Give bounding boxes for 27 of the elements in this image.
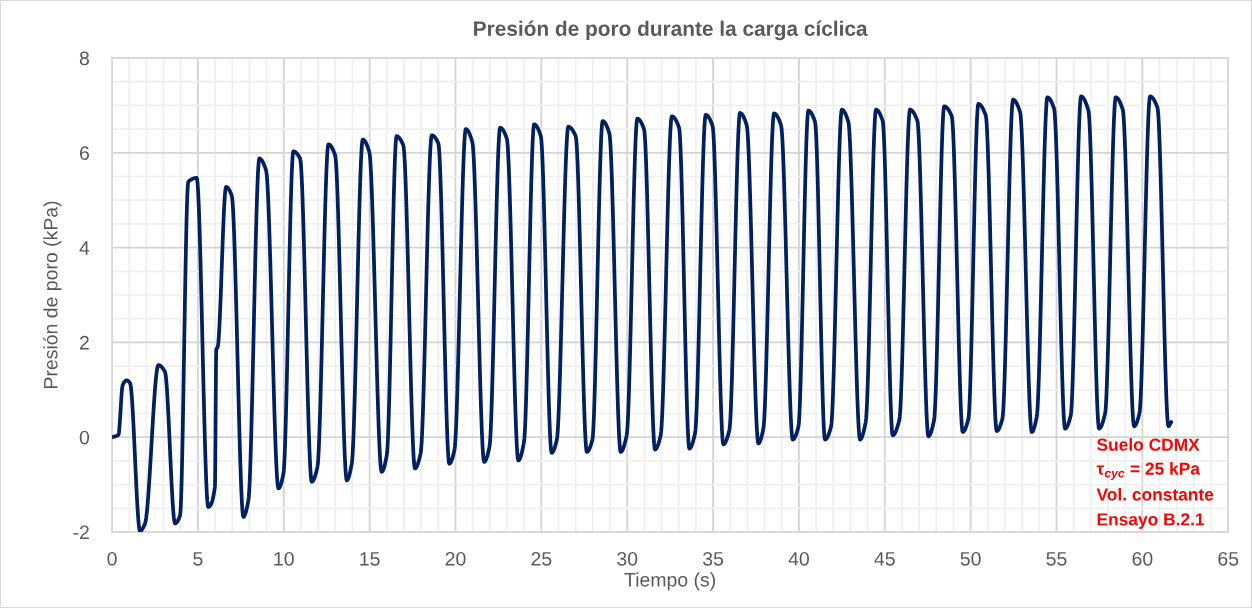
- y-tick-label: 2: [80, 335, 89, 350]
- x-tick-label: 20: [445, 551, 466, 566]
- x-tick-label: 55: [1046, 552, 1067, 566]
- x-tick-label: 25: [531, 551, 552, 566]
- y-tick-label: 6: [80, 146, 89, 161]
- x-axis-title: Tiempo (s): [624, 572, 716, 591]
- annotation: Suelo CDMX: [1097, 438, 1200, 451]
- x-tick-label: 35: [702, 551, 724, 566]
- x-tick-label: 40: [788, 551, 809, 566]
- y-tick-label: 4: [79, 241, 90, 255]
- y-tick-label: -2: [73, 525, 89, 540]
- y-tick-label: 8: [79, 51, 89, 66]
- x-tick-label: 0: [107, 551, 117, 566]
- annotation: τ$_{cyc}$ = 25 kPa: [1096, 462, 1201, 480]
- annotation: Vol. constante: [1096, 487, 1214, 501]
- x-tick-label: 15: [360, 552, 380, 566]
- x-tick-label: 10: [274, 551, 294, 566]
- x-tick-label: 65: [1218, 551, 1239, 566]
- x-tick-label: 45: [874, 552, 895, 566]
- x-tick-label: 60: [1132, 551, 1153, 566]
- y-axis-title: Presión de poro (kPa): [43, 201, 62, 388]
- x-tick-label: 5: [193, 552, 203, 566]
- y-tick-label: 0: [79, 430, 90, 445]
- annotation: Ensayo B.2.1: [1097, 513, 1205, 529]
- x-tick-label: 50: [960, 551, 981, 566]
- chart-title: Presión de poro durante la carga cíclica: [474, 20, 868, 41]
- x-tick-label: 30: [617, 551, 638, 566]
